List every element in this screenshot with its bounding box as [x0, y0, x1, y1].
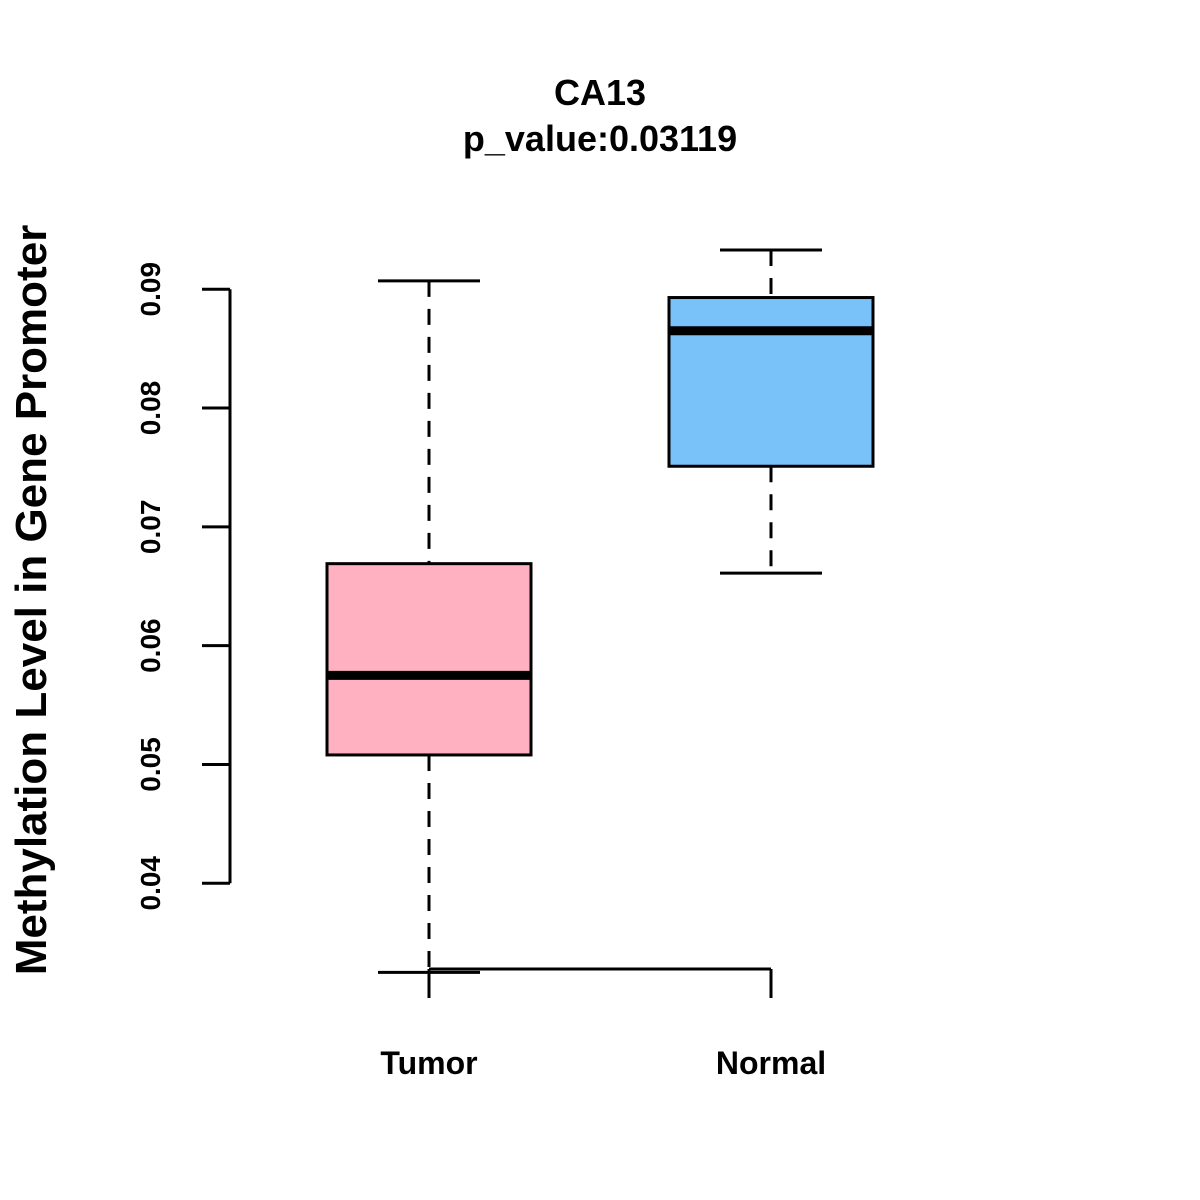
x-tick-label-normal: Normal [716, 1045, 826, 1081]
box-normal [667, 248, 875, 575]
box-normal-iqr [667, 296, 875, 468]
box-tumor [325, 279, 533, 974]
y-tick-label-0.05: 0.05 [135, 737, 166, 792]
chart-title: CA13 [554, 72, 646, 113]
x-tick-label-tumor: Tumor [380, 1045, 477, 1081]
chart-subtitle: p_value:0.03119 [463, 118, 737, 159]
y-axis-label: Methylation Level in Gene Promoter [7, 225, 56, 976]
y-tick-label-0.08: 0.08 [135, 381, 166, 436]
y-axis: 0.04 0.05 0.06 0.07 0.08 0.09 [135, 262, 232, 911]
x-axis: Tumor Normal [380, 967, 826, 1081]
boxes [325, 248, 875, 974]
y-tick-label-0.06: 0.06 [135, 618, 166, 673]
y-tick-label-0.04: 0.04 [135, 856, 166, 911]
box-tumor-iqr [325, 562, 533, 757]
y-tick-label-0.09: 0.09 [135, 262, 166, 317]
y-tick-label-0.07: 0.07 [135, 500, 166, 555]
